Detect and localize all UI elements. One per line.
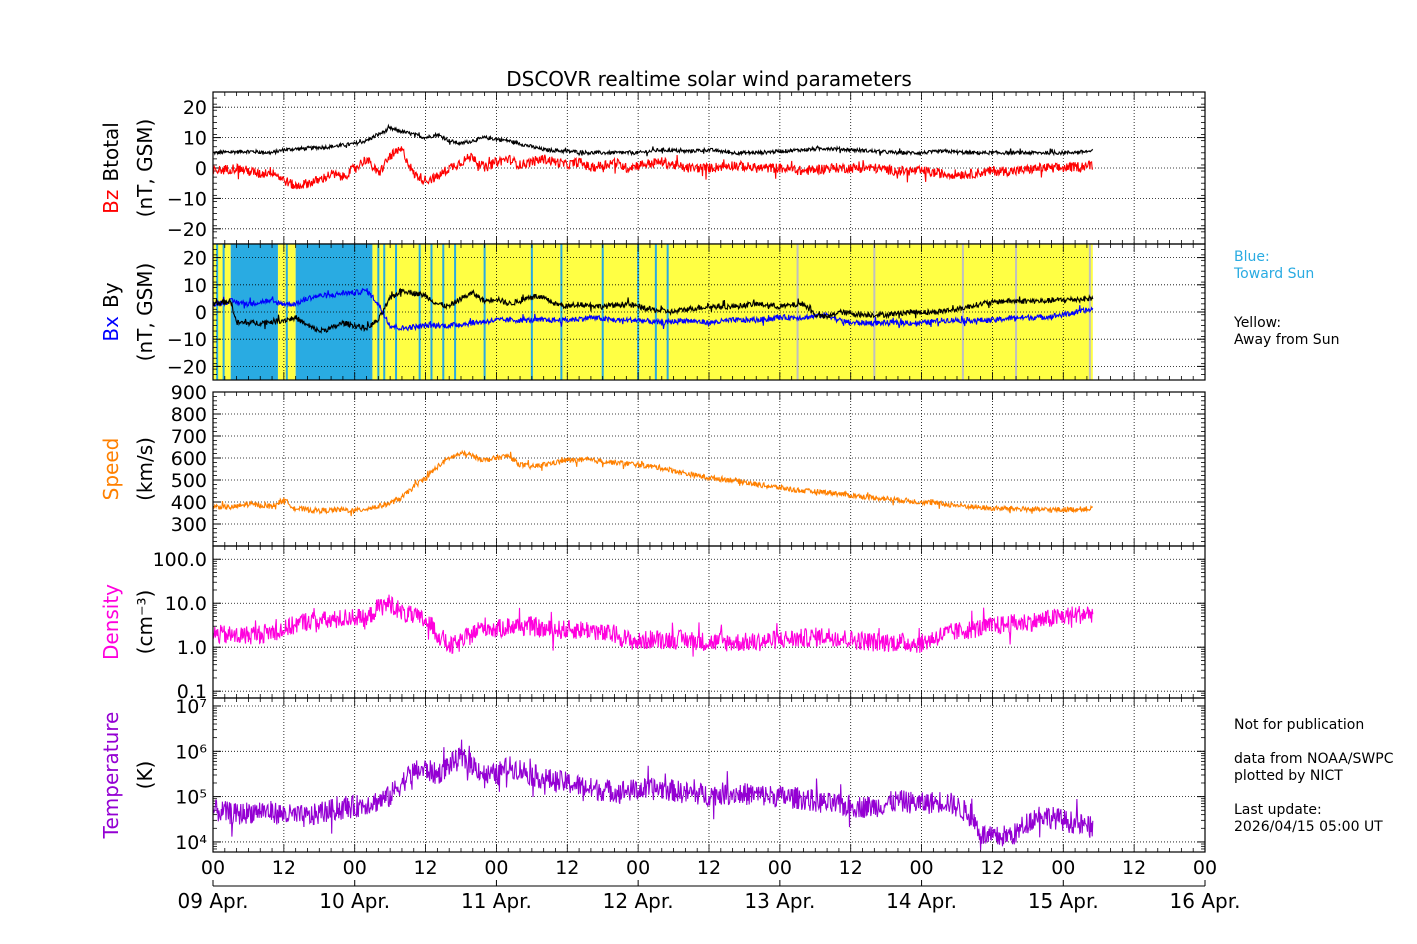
x-tick-label: 12 [980, 857, 1004, 879]
y-tick-label: 700 [171, 426, 207, 448]
y-tick-label: 10⁶ [175, 741, 207, 763]
sector-stripe-gap [796, 244, 799, 380]
date-label: 16 Apr. [1170, 889, 1241, 913]
y-axis-unit-btotal_bz: (nT, GSM) [133, 119, 157, 218]
x-tick-label: 12 [1122, 857, 1146, 879]
y-tick-label: 800 [171, 404, 207, 426]
x-tick-label: 12 [272, 857, 296, 879]
x-tick-label: 12 [697, 857, 721, 879]
y-axis-unit-density: (cm⁻³) [133, 590, 157, 655]
y-axis-label-series: By [99, 282, 123, 308]
x-tick-label: 00 [626, 857, 650, 879]
y-tick-label: 0 [195, 158, 207, 180]
y-tick-label: 0.1 [177, 681, 207, 703]
x-tick-label: 00 [1193, 857, 1217, 879]
sector-stripe-toward [442, 244, 445, 380]
sector-band-toward [295, 244, 373, 380]
y-tick-label: 300 [171, 514, 207, 536]
y-tick-label: 10 [183, 128, 207, 150]
publication-note: Not for publication data from NOAA/SWPC … [1234, 717, 1394, 835]
y-axis-label-series: Bx [99, 316, 123, 342]
x-tick-label: 00 [768, 857, 792, 879]
y-axis-label-density: Density [99, 584, 123, 660]
y-tick-label: −10 [167, 188, 207, 210]
y-tick-label: 600 [171, 448, 207, 470]
y-tick-label: 10⁵ [175, 787, 207, 809]
y-axis-label-series: Temperature [99, 712, 123, 840]
date-label: 09 Apr. [178, 889, 249, 913]
y-tick-label: 10 [183, 275, 207, 297]
y-axis-unit-bx_by: (nT, GSM) [133, 263, 157, 362]
series-line-by [212, 287, 1094, 334]
sector-stripe-gap [1015, 244, 1018, 380]
date-label: 14 Apr. [886, 889, 957, 913]
x-tick-label: 00 [201, 857, 225, 879]
y-tick-label: 1.0 [177, 637, 207, 659]
series-line-bx [212, 287, 1094, 332]
y-tick-label: 10⁷ [175, 696, 207, 718]
sector-stripe-toward [454, 244, 457, 380]
y-tick-label: 20 [183, 248, 207, 270]
sector-stripe-toward [222, 244, 225, 380]
y-tick-label: −20 [167, 356, 207, 378]
y-axis-label-series: Bz [99, 190, 123, 214]
x-tick-label: 12 [839, 857, 863, 879]
sector-stripe-toward [483, 244, 486, 380]
series-line-density [212, 594, 1094, 657]
y-tick-label: 10⁴ [175, 832, 207, 854]
y-tick-label: −20 [167, 219, 207, 241]
sector-stripe-toward [430, 244, 433, 380]
y-tick-label: 20 [183, 97, 207, 119]
panel-frame [212, 391, 1206, 547]
y-axis-label-bx_by: Bx By [99, 282, 123, 341]
y-tick-label: 0 [195, 302, 207, 324]
series-line-bz [212, 146, 1094, 190]
toward-sun-legend: Blue: Toward Sun [1234, 249, 1315, 282]
x-tick-label: 12 [413, 857, 437, 879]
series-line-speed [212, 449, 1094, 517]
y-axis-label-series: Density [99, 584, 123, 660]
series-line-temperature [212, 739, 1094, 850]
panel-frame [212, 697, 1206, 853]
x-tick-label: 00 [343, 857, 367, 879]
y-axis-label-series: Speed [99, 438, 123, 501]
date-label: 12 Apr. [603, 889, 674, 913]
sector-stripe-toward [285, 244, 288, 380]
x-tick-label: 12 [555, 857, 579, 879]
chart-title: DSCOVR realtime solar wind parameters [506, 67, 912, 91]
y-tick-label: −10 [167, 329, 207, 351]
sector-stripe-gap [961, 244, 964, 380]
sector-stripe-toward [418, 244, 421, 380]
x-tick-label: 00 [1051, 857, 1075, 879]
date-label: 15 Apr. [1028, 889, 1099, 913]
y-axis-label-temperature: Temperature [99, 712, 123, 840]
series-line-btotal [212, 123, 1094, 157]
date-label: 13 Apr. [744, 889, 815, 913]
y-tick-label: 100.0 [153, 549, 207, 571]
panel-frame [212, 243, 1206, 381]
y-tick-label: 900 [171, 382, 207, 404]
sector-stripe-toward [601, 244, 604, 380]
y-axis-unit-temperature: (K) [133, 761, 157, 790]
x-tick-label: 00 [909, 857, 933, 879]
y-axis-unit-speed: (km/s) [133, 437, 157, 501]
sector-stripe-gap [873, 244, 876, 380]
away-from-sun-legend: Yellow: Away from Sun [1234, 315, 1340, 348]
y-tick-label: 400 [171, 492, 207, 514]
x-tick-label: 00 [484, 857, 508, 879]
y-axis-label-series: Btotal [99, 122, 123, 181]
date-label: 11 Apr. [461, 889, 532, 913]
date-label: 10 Apr. [319, 889, 390, 913]
y-tick-label: 10.0 [165, 593, 207, 615]
y-tick-label: 500 [171, 470, 207, 492]
y-axis-label-speed: Speed [99, 438, 123, 501]
y-axis-label-btotal_bz: Bz Btotal [99, 122, 123, 214]
sector-stripe-toward [637, 244, 640, 380]
